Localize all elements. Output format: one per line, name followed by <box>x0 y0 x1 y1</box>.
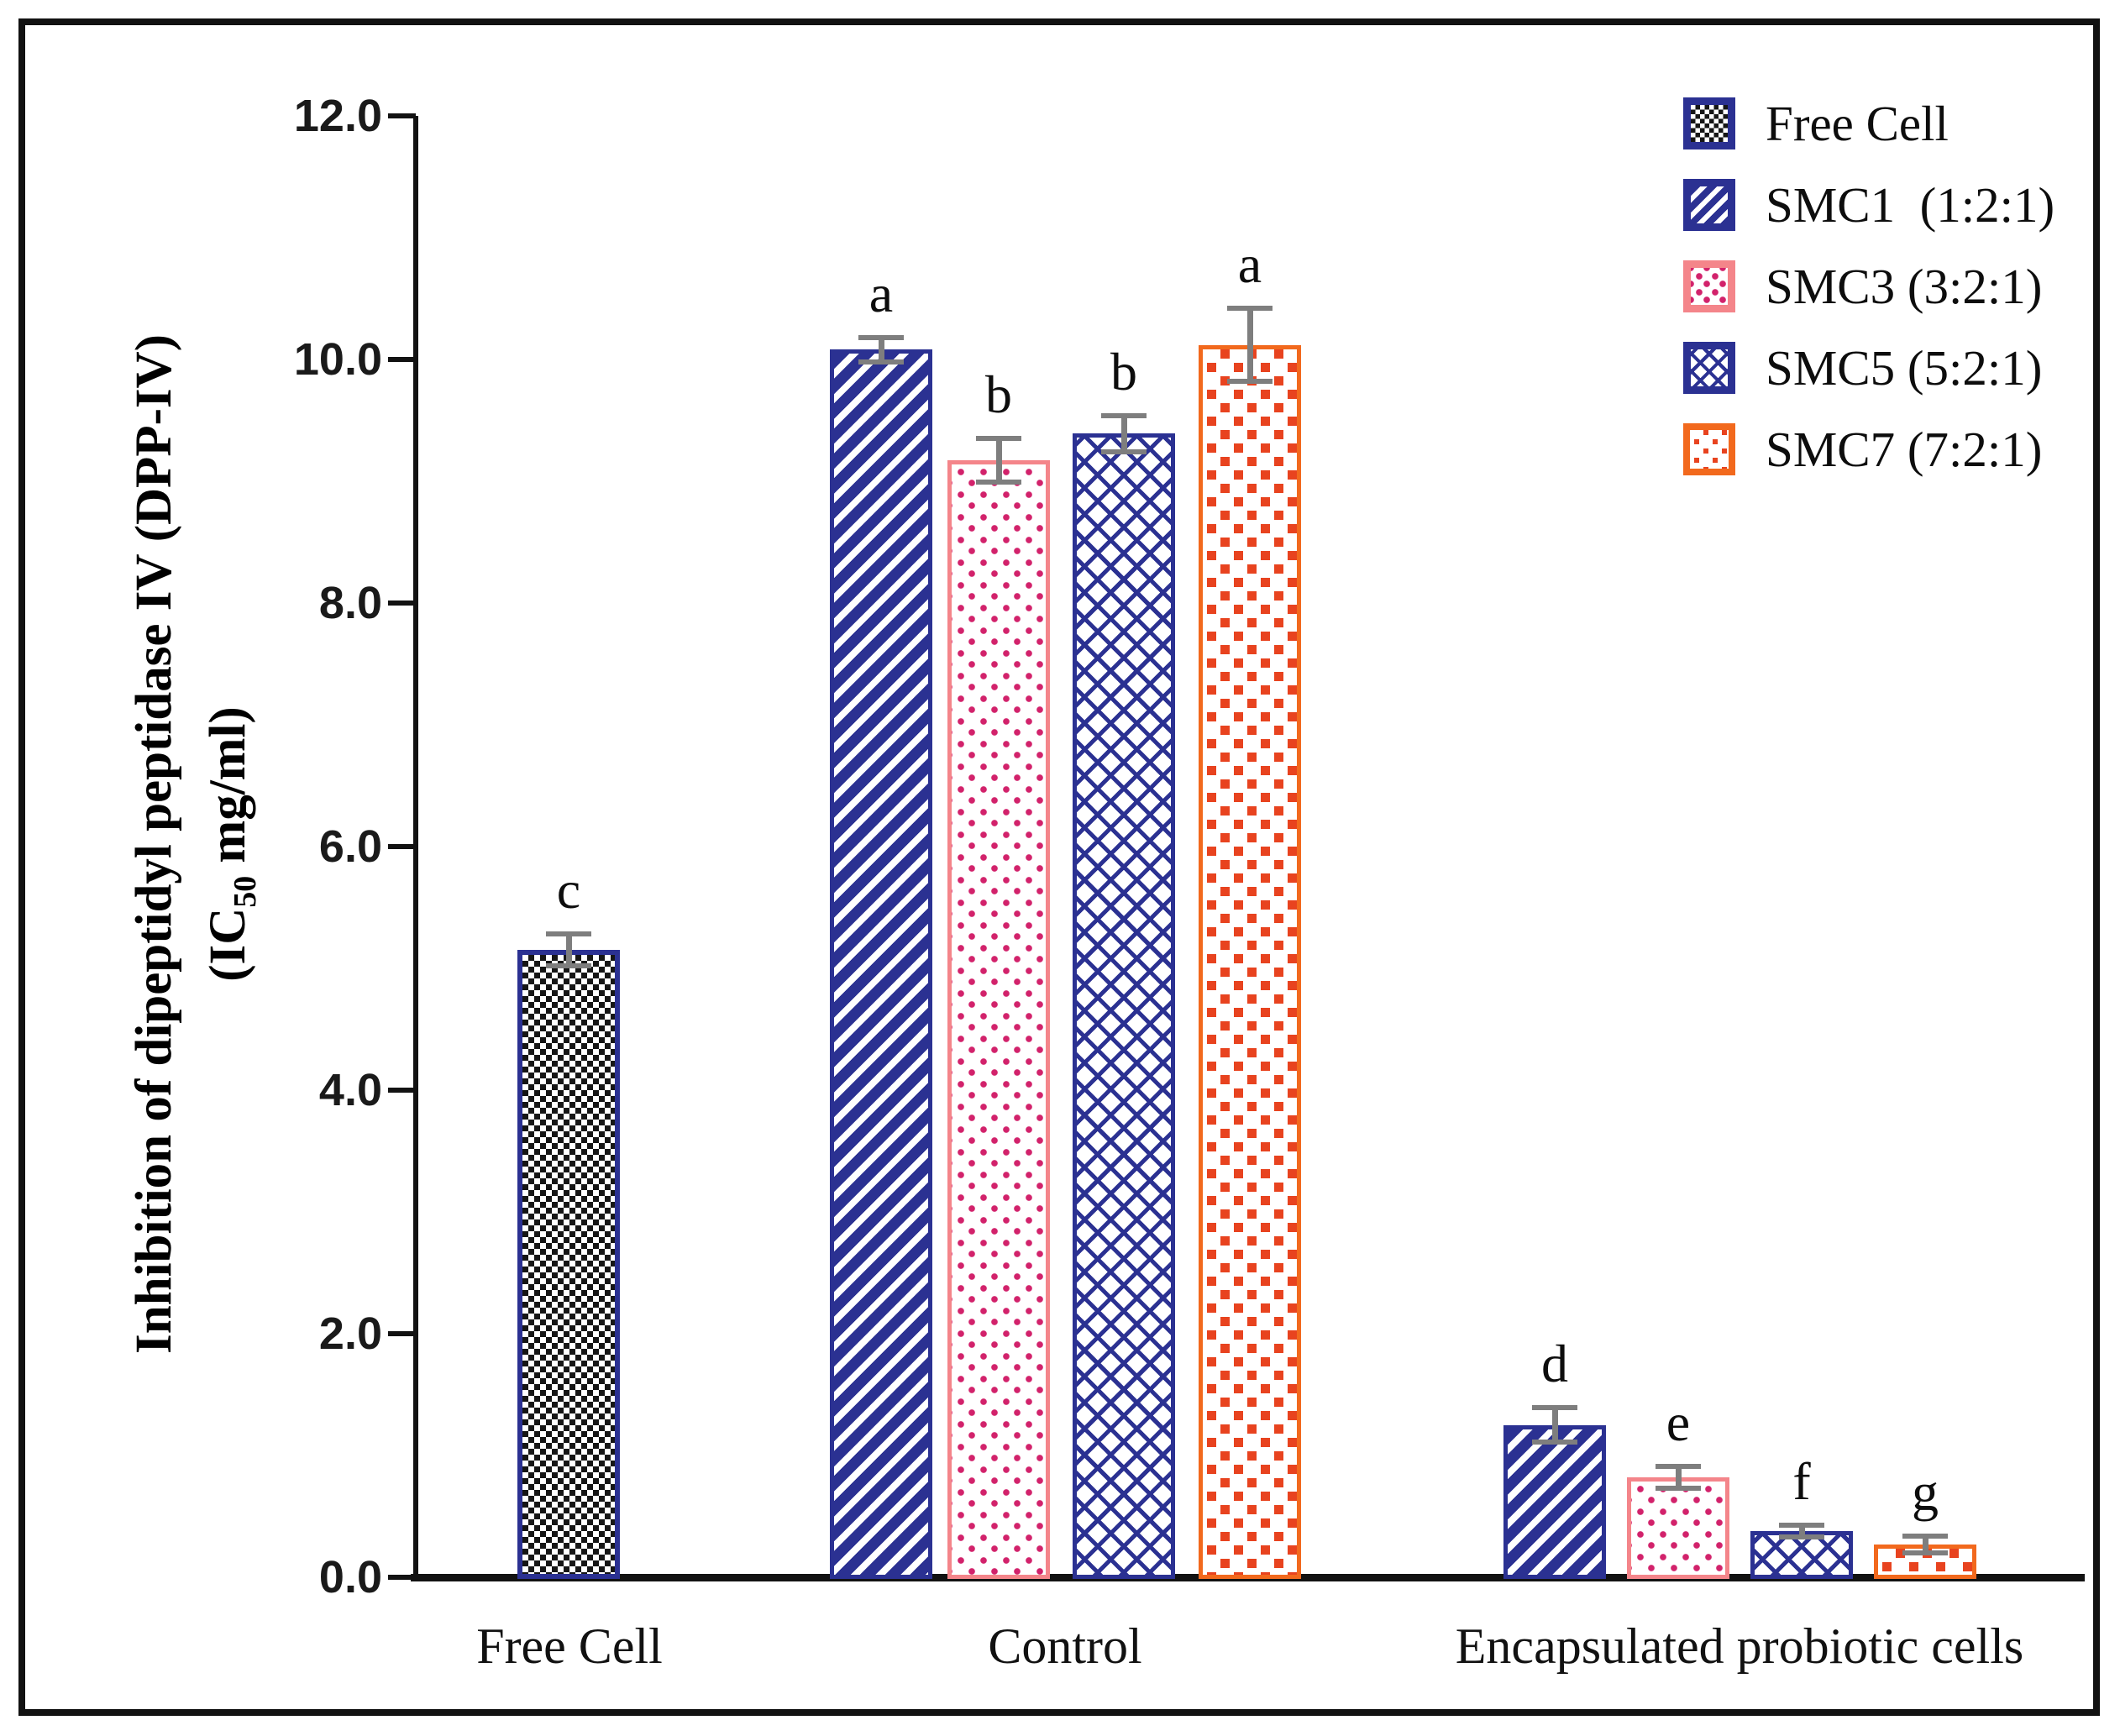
y-tick-label: 8.0 <box>318 578 382 628</box>
error-bar-cap-bottom <box>1779 1534 1824 1540</box>
error-bar-line <box>565 934 572 967</box>
significance-letter: e <box>1666 1392 1691 1453</box>
significance-letter: a <box>868 263 894 323</box>
error-bar-cap-top <box>1779 1522 1824 1528</box>
legend-label: SMC5 (5:2:1) <box>1766 339 2043 396</box>
error-bar-cap-top <box>976 436 1021 442</box>
bar-control-4 <box>1199 344 1301 1579</box>
y-tick-label: 4.0 <box>318 1065 382 1115</box>
y-tick <box>388 844 416 849</box>
error-bar-line <box>995 438 1002 483</box>
y-tick-label: 2.0 <box>318 1309 382 1359</box>
error-bar-cap-bottom <box>1227 379 1273 385</box>
legend-item-smc3: SMC3 (3:2:1) <box>1683 260 2042 312</box>
legend-label: SMC1 (1:2:1) <box>1766 176 2055 233</box>
error-bar-line <box>1798 1524 1805 1538</box>
y-tick <box>388 1331 416 1336</box>
legend-swatch-lattice-icon <box>1683 342 1735 394</box>
error-bar-line <box>878 337 884 362</box>
legend-label: SMC3 (3:2:1) <box>1766 258 2043 314</box>
bar-control-2 <box>947 460 1050 1579</box>
error-bar-line <box>1120 415 1127 453</box>
significance-letter: b <box>1110 341 1137 401</box>
y-tick-label: 0.0 <box>318 1552 382 1602</box>
figure-frame: Inhibition of dipeptidyl peptidase IV (D… <box>18 18 2100 1716</box>
y-tick-label: 12.0 <box>293 91 382 141</box>
legend-label: SMC7 (7:2:1) <box>1766 421 2043 477</box>
error-bar-cap-top <box>1532 1405 1577 1411</box>
error-bar-cap-top <box>1902 1533 1948 1539</box>
y-tick <box>388 601 416 606</box>
legend-item-smc7: SMC7 (7:2:1) <box>1683 423 2042 475</box>
error-bar-cap-bottom <box>1532 1440 1577 1445</box>
error-bar-cap-bottom <box>1656 1486 1701 1492</box>
legend-label: Free Cell <box>1766 95 1949 151</box>
error-bar-cap-top <box>858 334 904 340</box>
significance-letter: d <box>1541 1334 1568 1394</box>
error-bar-cap-top <box>546 931 591 937</box>
bar-control-3 <box>1073 433 1175 1579</box>
y-axis <box>413 116 418 1581</box>
error-bar-cap-bottom <box>1902 1550 1948 1555</box>
legend-item-free: Free Cell <box>1683 97 1949 149</box>
error-bar-cap-bottom <box>858 359 904 365</box>
significance-letter: c <box>556 860 581 920</box>
y-tick <box>388 113 416 118</box>
bar-encapsulated-probiotic-cells-2 <box>1627 1477 1729 1579</box>
error-bar-line <box>1551 1408 1558 1443</box>
error-bar-cap-bottom <box>976 480 1021 485</box>
error-bar-cap-bottom <box>1101 449 1147 455</box>
y-tick-label: 10.0 <box>293 334 382 385</box>
error-bar-cap-top <box>1656 1464 1701 1470</box>
y-axis-title-line1: Inhibition of dipeptidyl peptidase IV (D… <box>126 334 182 1355</box>
bar-control-1 <box>830 349 932 1579</box>
bar-encapsulated-probiotic-cells-3 <box>1750 1530 1853 1579</box>
significance-letter: a <box>1237 234 1262 295</box>
error-bar-line <box>1246 308 1253 382</box>
x-category-label: Encapsulated probiotic cells <box>1455 1618 2024 1674</box>
y-tick <box>388 1088 416 1093</box>
legend-item-smc1: SMC1 (1:2:1) <box>1683 179 2054 231</box>
ic50-subscript: 50 <box>228 875 264 908</box>
y-tick <box>388 1575 416 1580</box>
significance-letter: g <box>1912 1461 1939 1522</box>
legend-swatch-checker-icon <box>1683 97 1735 149</box>
legend-swatch-pink-dots-icon <box>1683 260 1735 312</box>
legend-swatch-squares-icon <box>1683 423 1735 475</box>
x-category-label: Free Cell <box>476 1618 663 1674</box>
error-bar-line <box>1675 1466 1682 1489</box>
significance-letter: b <box>985 365 1012 425</box>
significance-letter: f <box>1792 1450 1811 1511</box>
bar-free-cell-1 <box>517 950 620 1579</box>
error-bar-cap-top <box>1227 306 1273 312</box>
x-category-label: Control <box>988 1618 1142 1674</box>
legend-item-smc5: SMC5 (5:2:1) <box>1683 342 2042 394</box>
y-tick-label: 6.0 <box>318 821 382 872</box>
error-bar-line <box>1922 1535 1928 1553</box>
error-bar-cap-top <box>1101 412 1147 418</box>
bar-encapsulated-probiotic-cells-1 <box>1503 1424 1606 1579</box>
legend-swatch-stripes-icon <box>1683 179 1735 231</box>
error-bar-cap-bottom <box>546 963 591 969</box>
y-tick <box>388 357 416 362</box>
